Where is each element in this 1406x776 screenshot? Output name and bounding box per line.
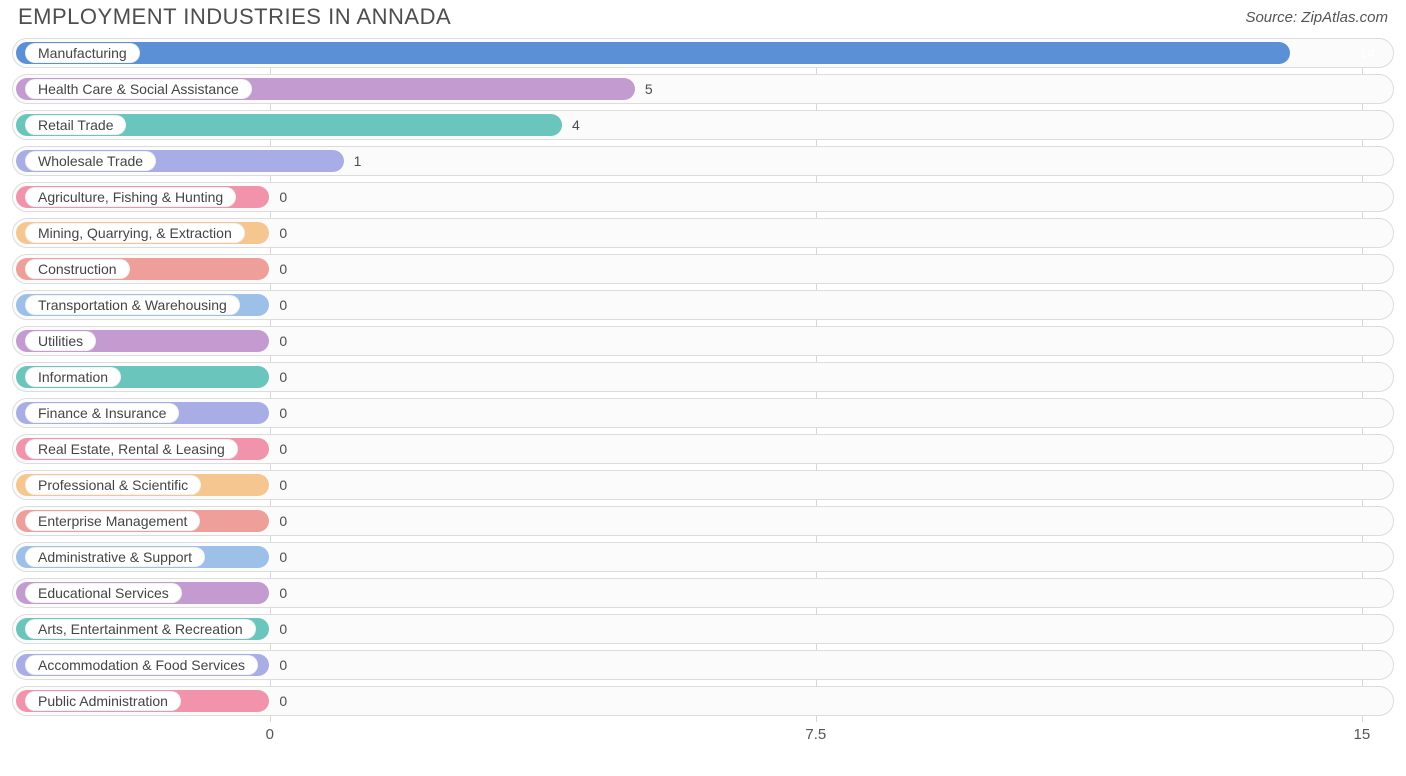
bar-row: Public Administration 0 xyxy=(12,686,1394,716)
bar-row: Educational Services 0 xyxy=(12,578,1394,608)
bar-row: Health Care & Social Assistance 5 xyxy=(12,74,1394,104)
bar-value: 0 xyxy=(279,297,287,313)
bar-value: 0 xyxy=(279,657,287,673)
bar-row: Real Estate, Rental & Leasing 0 xyxy=(12,434,1394,464)
bar-label: Wholesale Trade xyxy=(25,151,156,171)
bar-label: Mining, Quarrying, & Extraction xyxy=(25,223,245,243)
bar-row: Construction 0 xyxy=(12,254,1394,284)
bar-value: 0 xyxy=(279,333,287,349)
bar-label: Administrative & Support xyxy=(25,547,205,567)
bar-value: 0 xyxy=(279,585,287,601)
bar-row: Professional & Scientific 0 xyxy=(12,470,1394,500)
bar-row: Information 0 xyxy=(12,362,1394,392)
bar-label: Public Administration xyxy=(25,691,181,711)
bar-label: Transportation & Warehousing xyxy=(25,295,240,315)
chart-area: Manufacturing14Health Care & Social Assi… xyxy=(12,38,1394,750)
x-axis-tick: 7.5 xyxy=(805,726,826,743)
bar-row: Agriculture, Fishing & Hunting 0 xyxy=(12,182,1394,212)
bar-value: 0 xyxy=(279,225,287,241)
bar-value: 0 xyxy=(279,693,287,709)
bar-row: Enterprise Management 0 xyxy=(12,506,1394,536)
bar-label: Accommodation & Food Services xyxy=(25,655,258,675)
bar-value: 4 xyxy=(572,117,580,133)
bar-value: 5 xyxy=(645,81,653,97)
x-axis-tick: 0 xyxy=(266,726,274,743)
x-axis-tick: 15 xyxy=(1354,726,1371,743)
bar-value: 0 xyxy=(279,369,287,385)
bar-row: Retail Trade 4 xyxy=(12,110,1394,140)
bar-label: Finance & Insurance xyxy=(25,403,179,423)
bar-value: 0 xyxy=(279,513,287,529)
bar-label: Professional & Scientific xyxy=(25,475,201,495)
bar-label: Manufacturing xyxy=(25,43,140,63)
bar-row: Transportation & Warehousing 0 xyxy=(12,290,1394,320)
bar-label: Educational Services xyxy=(25,583,182,603)
x-axis: 0 7.5 15 xyxy=(12,722,1394,750)
bar-value: 1 xyxy=(354,153,362,169)
bar-value: 0 xyxy=(279,405,287,421)
bar-row: Arts, Entertainment & Recreation 0 xyxy=(12,614,1394,644)
bar-row: Administrative & Support 0 xyxy=(12,542,1394,572)
bar-row: Utilities 0 xyxy=(12,326,1394,356)
bar-label: Construction xyxy=(25,259,130,279)
chart-title: EMPLOYMENT INDUSTRIES IN ANNADA xyxy=(18,4,451,30)
bar-value: 0 xyxy=(279,549,287,565)
bar-row: Manufacturing 14 xyxy=(12,38,1394,68)
bar-row: Finance & Insurance 0 xyxy=(12,398,1394,428)
bar-row: Accommodation & Food Services 0 xyxy=(12,650,1394,680)
bar-value: 0 xyxy=(279,477,287,493)
bar-value: 14 xyxy=(1359,45,1375,61)
bar-label: Enterprise Management xyxy=(25,511,200,531)
chart-source: Source: ZipAtlas.com xyxy=(1245,9,1388,26)
bar-value: 0 xyxy=(279,621,287,637)
bar-label: Agriculture, Fishing & Hunting xyxy=(25,187,236,207)
chart-header: EMPLOYMENT INDUSTRIES IN ANNADA Source: … xyxy=(0,0,1406,38)
bar-value: 0 xyxy=(279,441,287,457)
bar-value: 0 xyxy=(279,261,287,277)
chart-bars: Manufacturing14Health Care & Social Assi… xyxy=(12,38,1394,716)
bar-label: Utilities xyxy=(25,331,96,351)
bar-value: 0 xyxy=(279,189,287,205)
bar-label: Retail Trade xyxy=(25,115,126,135)
bar-row: Mining, Quarrying, & Extraction 0 xyxy=(12,218,1394,248)
bar-label: Real Estate, Rental & Leasing xyxy=(25,439,238,459)
bar-label: Arts, Entertainment & Recreation xyxy=(25,619,256,639)
bar-label: Information xyxy=(25,367,121,387)
bar-fill xyxy=(16,42,1290,64)
bar-label: Health Care & Social Assistance xyxy=(25,79,252,99)
bar-row: Wholesale Trade 1 xyxy=(12,146,1394,176)
